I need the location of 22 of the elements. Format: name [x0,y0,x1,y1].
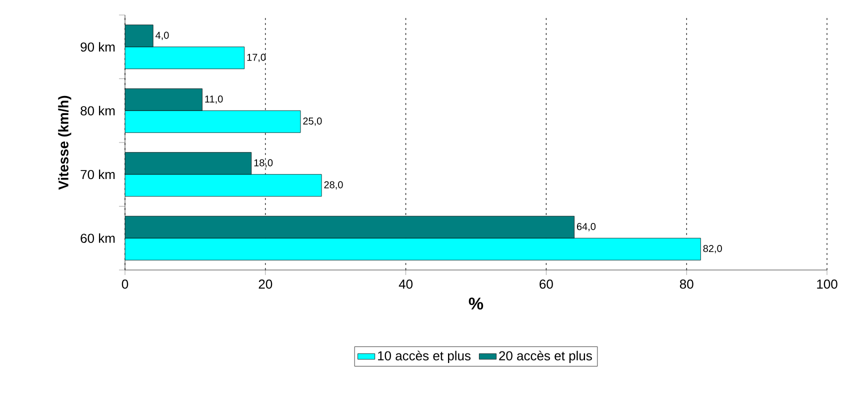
x-tick-label: 0 [122,280,128,289]
data-label: 64,0 [576,223,596,232]
y-tick-label: 90 km [80,42,115,52]
legend-label: 10 accès et plus [378,350,471,363]
x-tick-label: 80 [680,280,694,289]
data-label: 17,0 [247,54,266,62]
y-tick-label: 60 km [80,233,115,243]
x-tick-label: 60 [540,280,553,289]
y-tick-label: 80 km [80,106,115,116]
data-label: 25,0 [303,117,322,126]
x-tick-label: 40 [398,280,413,289]
y-axis-title: Vitesse (km/h) [58,96,72,190]
data-label: 28,0 [324,181,343,190]
x-tick-label: 100 [817,280,838,289]
data-label: 18,0 [254,159,273,168]
x-axis-title: % [468,298,484,310]
y-tick-label: 70 km [80,170,115,180]
data-label: 4,0 [156,32,169,40]
x-tick-label: 20 [258,280,272,289]
legend-label: 20 accès et plus [499,350,592,363]
data-label: 11,0 [205,95,223,104]
data-label: 82,0 [703,245,722,254]
